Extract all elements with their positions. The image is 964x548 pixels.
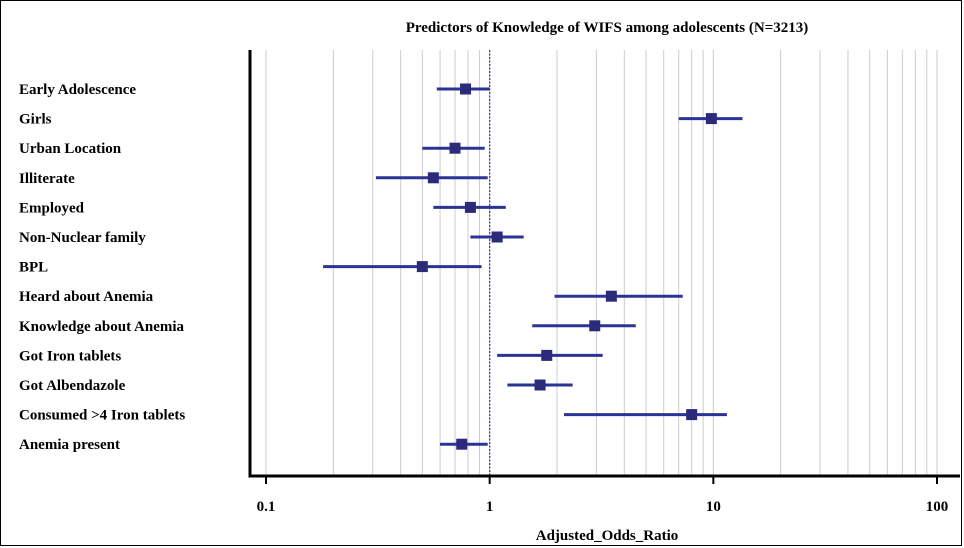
forest-row: Anemia present [19,437,488,453]
forest-row: Got Albendazole [19,378,573,394]
x-tick-label: 100 [926,499,949,515]
chart-title: Predictors of Knowledge of WIFS among ad… [406,20,809,36]
row-label: Girls [19,112,52,128]
or-marker [460,83,472,95]
row-label: Employed [19,200,85,216]
or-marker [686,409,698,421]
x-tick-label: 1 [486,499,494,515]
or-marker [416,261,428,273]
axes [248,50,960,478]
forest-row: Heard about Anemia [19,289,683,305]
row-label: Consumed >4 Iron tablets [19,408,185,424]
forest-row: BPL [19,260,482,276]
forest-row: Urban Location [19,141,485,157]
or-marker [589,320,601,332]
row-label: Illiterate [19,171,75,187]
forest-row: Non-Nuclear family [19,230,524,246]
x-tick-label: 0.1 [257,499,276,515]
or-marker [705,113,717,125]
row-label: BPL [19,260,48,276]
forest-row: Consumed >4 Iron tablets [19,408,727,424]
or-marker [464,201,476,213]
row-label: Heard about Anemia [19,289,154,305]
forest-rows: Early Adolescence Girls Urban Location Illi… [19,82,743,453]
forest-row: Employed [19,200,506,216]
row-label: Non-Nuclear family [19,230,146,246]
or-marker [427,172,439,184]
or-marker [491,231,503,243]
x-tick-labels: 0.1 1 10 100 [257,476,949,515]
row-label: Urban Location [19,141,122,157]
forest-row: Knowledge about Anemia [19,319,636,335]
or-marker [534,379,546,391]
forest-row: Early Adolescence [19,82,490,98]
grid-lines [265,50,938,476]
forest-row: Illiterate [19,171,488,187]
or-marker [541,349,553,361]
x-axis-label: Adjusted_Odds_Ratio [536,528,679,544]
forest-row: Got Iron tablets [19,348,603,364]
forest-row: Girls [19,112,743,128]
row-label: Knowledge about Anemia [19,319,185,335]
or-marker [605,290,617,302]
row-label: Early Adolescence [19,82,136,98]
row-label: Got Albendazole [19,378,126,394]
x-tick-label: 10 [706,499,721,515]
or-marker [449,142,461,154]
row-label: Anemia present [19,437,120,453]
row-label: Got Iron tablets [19,348,121,364]
or-marker [456,438,468,450]
